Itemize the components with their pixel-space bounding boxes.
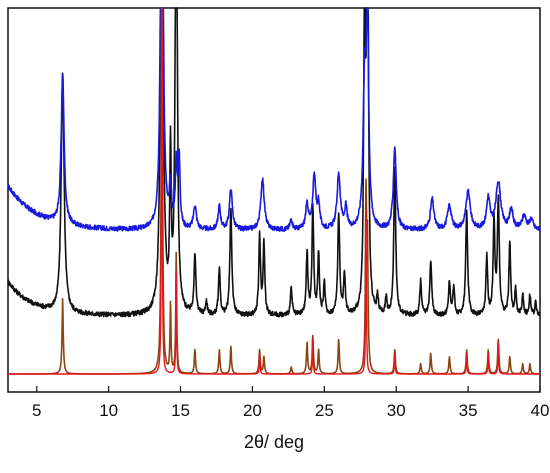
x-tick-label-30: 30	[387, 401, 406, 420]
x-tick-label-15: 15	[171, 401, 190, 420]
x-axis-label: 2θ/ deg	[244, 432, 304, 452]
x-tick-label-35: 35	[459, 401, 478, 420]
series-line-2	[7, 7, 541, 318]
x-tick-label-20: 20	[243, 401, 262, 420]
series-line-3	[7, 7, 541, 375]
x-tick-label-5: 5	[32, 401, 41, 420]
series-line-4	[7, 7, 541, 375]
series-line-1	[7, 7, 541, 232]
x-tick-label-25: 25	[315, 401, 334, 420]
x-axis-ticks: 5 10 15 20 25 30 35 40	[32, 386, 549, 420]
plot-frame	[7, 7, 541, 393]
x-tick-label-40: 40	[531, 401, 550, 420]
x-tick-label-10: 10	[99, 401, 118, 420]
series-layer	[7, 7, 541, 375]
